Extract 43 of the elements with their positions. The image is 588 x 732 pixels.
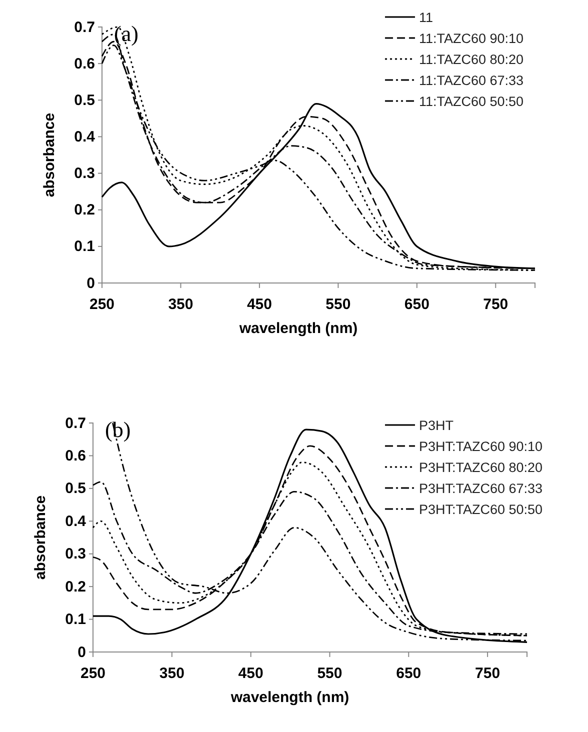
legend-label: P3HT:TAZC60 80:20 — [419, 460, 543, 475]
x-tick-label: 650 — [396, 665, 422, 682]
x-tick-label: 650 — [404, 296, 430, 313]
y-tick-label: 0.6 — [65, 448, 86, 465]
x-tick-label: 550 — [326, 296, 351, 313]
y-tick-label: 0.5 — [65, 480, 86, 498]
y-tick-label: 0.2 — [74, 202, 95, 219]
x-axis-title: wavelength (nm) — [230, 689, 350, 706]
y-axis-title: absorbance — [41, 112, 58, 198]
legend-label: P3HT:TAZC60 50:50 — [419, 502, 543, 517]
legend-label: 11:TAZC60 67:33 — [419, 73, 524, 88]
y-tick-label: 0.1 — [65, 611, 86, 628]
legend-label: 11:TAZC60 90:10 — [419, 31, 524, 46]
y-tick-label: 0.5 — [74, 92, 95, 109]
y-tick-label: 0.3 — [74, 165, 95, 182]
x-axis-title: wavelength (nm) — [238, 320, 358, 337]
y-tick-label: 0.7 — [74, 18, 95, 36]
x-tick-label: 250 — [80, 665, 106, 682]
y-tick-label: 0.4 — [65, 512, 87, 530]
legend-label: 11 — [419, 10, 434, 25]
x-tick-label: 250 — [89, 296, 115, 313]
x-tick-label: 350 — [168, 296, 194, 313]
y-tick-label: 0.4 — [74, 128, 96, 146]
x-tick-label: 550 — [317, 665, 342, 682]
annotation: (b) — [105, 417, 131, 442]
legend-label: P3HT:TAZC60 90:10 — [419, 439, 543, 454]
y-tick-label: 0.6 — [74, 55, 95, 72]
y-tick-label: 0 — [86, 274, 95, 292]
legend-label: 11:TAZC60 80:20 — [419, 52, 524, 67]
x-tick-label: 450 — [238, 665, 264, 682]
x-tick-label: 750 — [475, 665, 500, 682]
x-tick-label: 750 — [483, 296, 508, 313]
legend-label: P3HT:TAZC60 67:33 — [419, 481, 543, 496]
y-tick-label: 0.7 — [65, 414, 86, 432]
y-tick-label: 0.3 — [65, 546, 86, 563]
y-tick-label: 0.2 — [65, 578, 86, 596]
legend-label: P3HT — [419, 418, 454, 433]
y-axis-title: absorbance — [32, 495, 49, 580]
y-tick-label: 0.1 — [74, 238, 95, 256]
x-tick-label: 350 — [159, 665, 184, 682]
legend-label: 11:TAZC60 50:50 — [419, 94, 524, 109]
x-tick-label: 450 — [246, 296, 272, 313]
y-tick-label: 0 — [78, 644, 86, 661]
